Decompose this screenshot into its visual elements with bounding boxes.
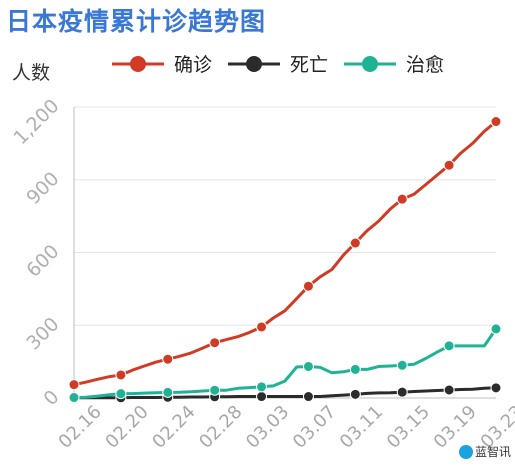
legend-label-deaths: 死亡 bbox=[290, 54, 329, 76]
watermark-text: 蓝智讯 bbox=[474, 445, 511, 459]
y-tick-label: 900 bbox=[22, 168, 63, 209]
y-tick-label: 0 bbox=[39, 386, 63, 410]
data-point-0 bbox=[302, 280, 314, 292]
data-point-2 bbox=[443, 340, 455, 352]
data-point-2 bbox=[256, 381, 268, 393]
legend-swatch-deaths bbox=[228, 55, 281, 72]
series-line-1 bbox=[72, 386, 498, 400]
legend-label-confirmed: 确诊 bbox=[174, 54, 213, 76]
data-point-0 bbox=[68, 379, 80, 391]
watermark: 蓝智讯 bbox=[458, 443, 511, 460]
legend-swatch-recovered bbox=[344, 55, 397, 72]
legend-item-recovered[interactable]: 治愈 bbox=[342, 50, 444, 77]
x-tick-label: 03.11 bbox=[336, 402, 387, 453]
legend-item-confirmed[interactable]: 确诊 bbox=[110, 50, 212, 77]
y-tick-label: 300 bbox=[22, 313, 63, 354]
data-point-1 bbox=[349, 388, 361, 400]
x-tick-label: 02.16 bbox=[55, 402, 106, 453]
data-point-2 bbox=[302, 360, 314, 372]
x-tick-label: 03.07 bbox=[289, 402, 340, 453]
data-point-0 bbox=[443, 159, 455, 171]
chart-title: 日本疫情累计诊趋势图 bbox=[6, 7, 267, 36]
x-tick-label: 03.03 bbox=[242, 402, 293, 453]
data-point-2 bbox=[396, 359, 408, 371]
data-point-0 bbox=[349, 237, 361, 249]
data-point-0 bbox=[256, 321, 268, 333]
data-point-1 bbox=[490, 382, 502, 394]
data-point-2 bbox=[162, 386, 174, 398]
x-tick-label: 02.20 bbox=[101, 402, 152, 453]
legend-item-deaths[interactable]: 死亡 bbox=[226, 50, 328, 77]
data-point-0 bbox=[396, 193, 408, 205]
legend-label-recovered: 治愈 bbox=[406, 54, 445, 76]
data-point-2 bbox=[115, 388, 127, 400]
data-point-1 bbox=[256, 391, 268, 403]
series-line-0 bbox=[72, 120, 498, 387]
data-point-2 bbox=[209, 384, 221, 396]
legend-swatch-confirmed bbox=[112, 55, 164, 72]
data-point-0 bbox=[490, 116, 502, 128]
y-tick-label: 600 bbox=[22, 240, 63, 281]
data-point-1 bbox=[302, 391, 314, 403]
x-tick-label: 02.28 bbox=[195, 402, 246, 453]
series-line-2 bbox=[72, 327, 498, 399]
data-point-2 bbox=[68, 392, 80, 404]
y-axis-label: 人数 bbox=[12, 62, 51, 84]
data-point-2 bbox=[490, 323, 502, 335]
x-tick-label: 03.15 bbox=[383, 402, 434, 453]
legend: 确诊 死亡 治愈 bbox=[110, 50, 444, 77]
data-point-2 bbox=[349, 363, 361, 375]
data-point-1 bbox=[443, 384, 455, 396]
data-point-0 bbox=[209, 337, 221, 349]
data-point-1 bbox=[396, 386, 408, 398]
wechat-logo-icon bbox=[458, 444, 473, 459]
x-tick-label: 02.24 bbox=[148, 402, 199, 453]
y-tick-label: 1,200 bbox=[10, 95, 64, 149]
data-point-0 bbox=[115, 369, 127, 381]
data-point-0 bbox=[162, 353, 174, 365]
